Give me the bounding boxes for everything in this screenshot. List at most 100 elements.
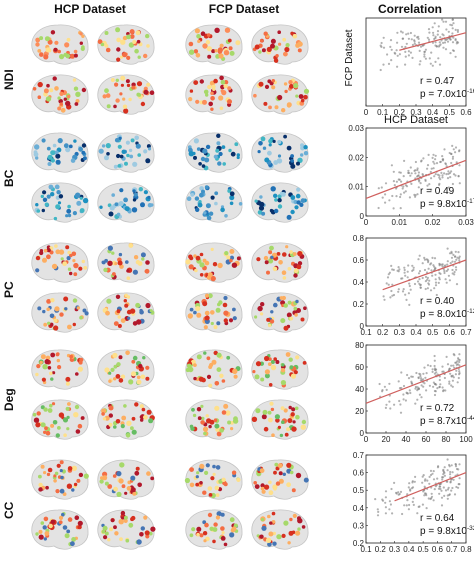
scatter-point xyxy=(381,389,384,392)
brain-node xyxy=(214,423,220,429)
brain-node xyxy=(207,84,212,90)
row-label-pc: PC xyxy=(2,281,16,299)
scatter-point xyxy=(402,175,405,178)
brain-node xyxy=(107,203,112,208)
brain-node xyxy=(55,159,61,165)
brain-node xyxy=(283,408,288,413)
brain-node xyxy=(253,93,257,98)
brain-node xyxy=(51,402,56,406)
brain-node xyxy=(126,276,131,280)
brain-node xyxy=(56,463,61,468)
brain-node xyxy=(55,489,60,494)
brain-node xyxy=(277,198,282,203)
scatter-point xyxy=(426,479,429,482)
brain-node xyxy=(45,430,51,436)
brain-node xyxy=(134,135,139,141)
brain-node xyxy=(104,88,109,94)
brain-node xyxy=(281,108,286,113)
brain-medial-view xyxy=(31,509,89,550)
scatter-point xyxy=(456,30,459,33)
scatter-point xyxy=(421,276,424,280)
scatter-point xyxy=(408,284,411,288)
brain-node xyxy=(46,83,50,88)
brain-node xyxy=(270,310,274,314)
brain-node xyxy=(52,420,58,425)
brain-node xyxy=(126,269,130,273)
brain-node xyxy=(117,324,122,328)
brain-node xyxy=(260,486,265,491)
brain-node xyxy=(193,376,197,381)
brain-node xyxy=(116,491,122,497)
scatter-point xyxy=(419,379,422,382)
brain-node xyxy=(125,79,130,84)
brain-node xyxy=(301,525,306,529)
scatter-point xyxy=(393,184,396,187)
scatter-point xyxy=(399,30,403,33)
scatter-point xyxy=(424,57,427,60)
brain-node xyxy=(209,362,214,368)
brain-node xyxy=(287,267,292,271)
r-value: r = 0.47 xyxy=(420,76,455,87)
scatter-point xyxy=(429,364,432,368)
scatter-point xyxy=(384,182,388,185)
brain-node xyxy=(105,143,111,149)
brain-node xyxy=(103,267,108,273)
brain-node xyxy=(148,531,153,536)
brain-node xyxy=(74,102,79,106)
brain-node xyxy=(115,27,121,33)
brain-node xyxy=(73,86,79,91)
brain-node xyxy=(268,143,272,147)
brain-node xyxy=(201,416,205,421)
brain-node xyxy=(227,189,232,193)
scatter-point xyxy=(382,36,385,39)
brain-node xyxy=(227,99,232,105)
brain-node xyxy=(210,96,215,101)
brain-node xyxy=(199,252,204,257)
brain-node xyxy=(263,101,268,106)
brain-node xyxy=(42,190,47,195)
scatter-point xyxy=(388,508,391,511)
brain-node xyxy=(63,97,67,101)
scatter-point xyxy=(406,276,409,279)
scatter-point xyxy=(433,389,436,393)
brain-node xyxy=(288,80,293,85)
brain-medial-view xyxy=(97,509,156,550)
brain-node xyxy=(206,46,212,52)
scatter-point xyxy=(455,268,458,271)
brain-node xyxy=(75,99,80,103)
brain-node xyxy=(268,490,274,496)
brain-node xyxy=(210,247,214,251)
brain-node xyxy=(272,139,276,143)
brain-lateral-view xyxy=(97,132,155,173)
brain-node xyxy=(67,250,71,255)
scatter-point xyxy=(454,174,457,177)
scatter-point xyxy=(388,500,391,503)
brain-node xyxy=(58,249,65,255)
scatter-point xyxy=(449,38,452,41)
brain-node xyxy=(272,531,276,536)
scatter-point xyxy=(391,294,394,297)
scatter-point xyxy=(423,53,426,56)
brain-node xyxy=(135,143,141,149)
brain-node xyxy=(193,80,199,85)
brain-node xyxy=(211,49,216,54)
fit-line xyxy=(365,364,467,404)
scatter-point xyxy=(431,368,434,371)
brain-node xyxy=(220,512,225,517)
brain-node xyxy=(196,471,200,475)
brain-node xyxy=(202,520,207,525)
brain-node xyxy=(132,40,137,44)
scatter-point xyxy=(409,51,412,54)
brain-node xyxy=(269,245,274,251)
scatter-point xyxy=(458,463,461,466)
brain-node xyxy=(290,163,296,169)
brain-node xyxy=(291,407,296,412)
scatter-point xyxy=(422,474,425,477)
brain-node xyxy=(201,164,206,168)
brain-node xyxy=(190,193,195,197)
scatter-point xyxy=(434,273,437,276)
scatter-point xyxy=(423,366,426,369)
brain-node xyxy=(119,92,123,96)
scatter-point xyxy=(453,354,456,357)
x-tick-label: 0.1 xyxy=(377,108,389,117)
